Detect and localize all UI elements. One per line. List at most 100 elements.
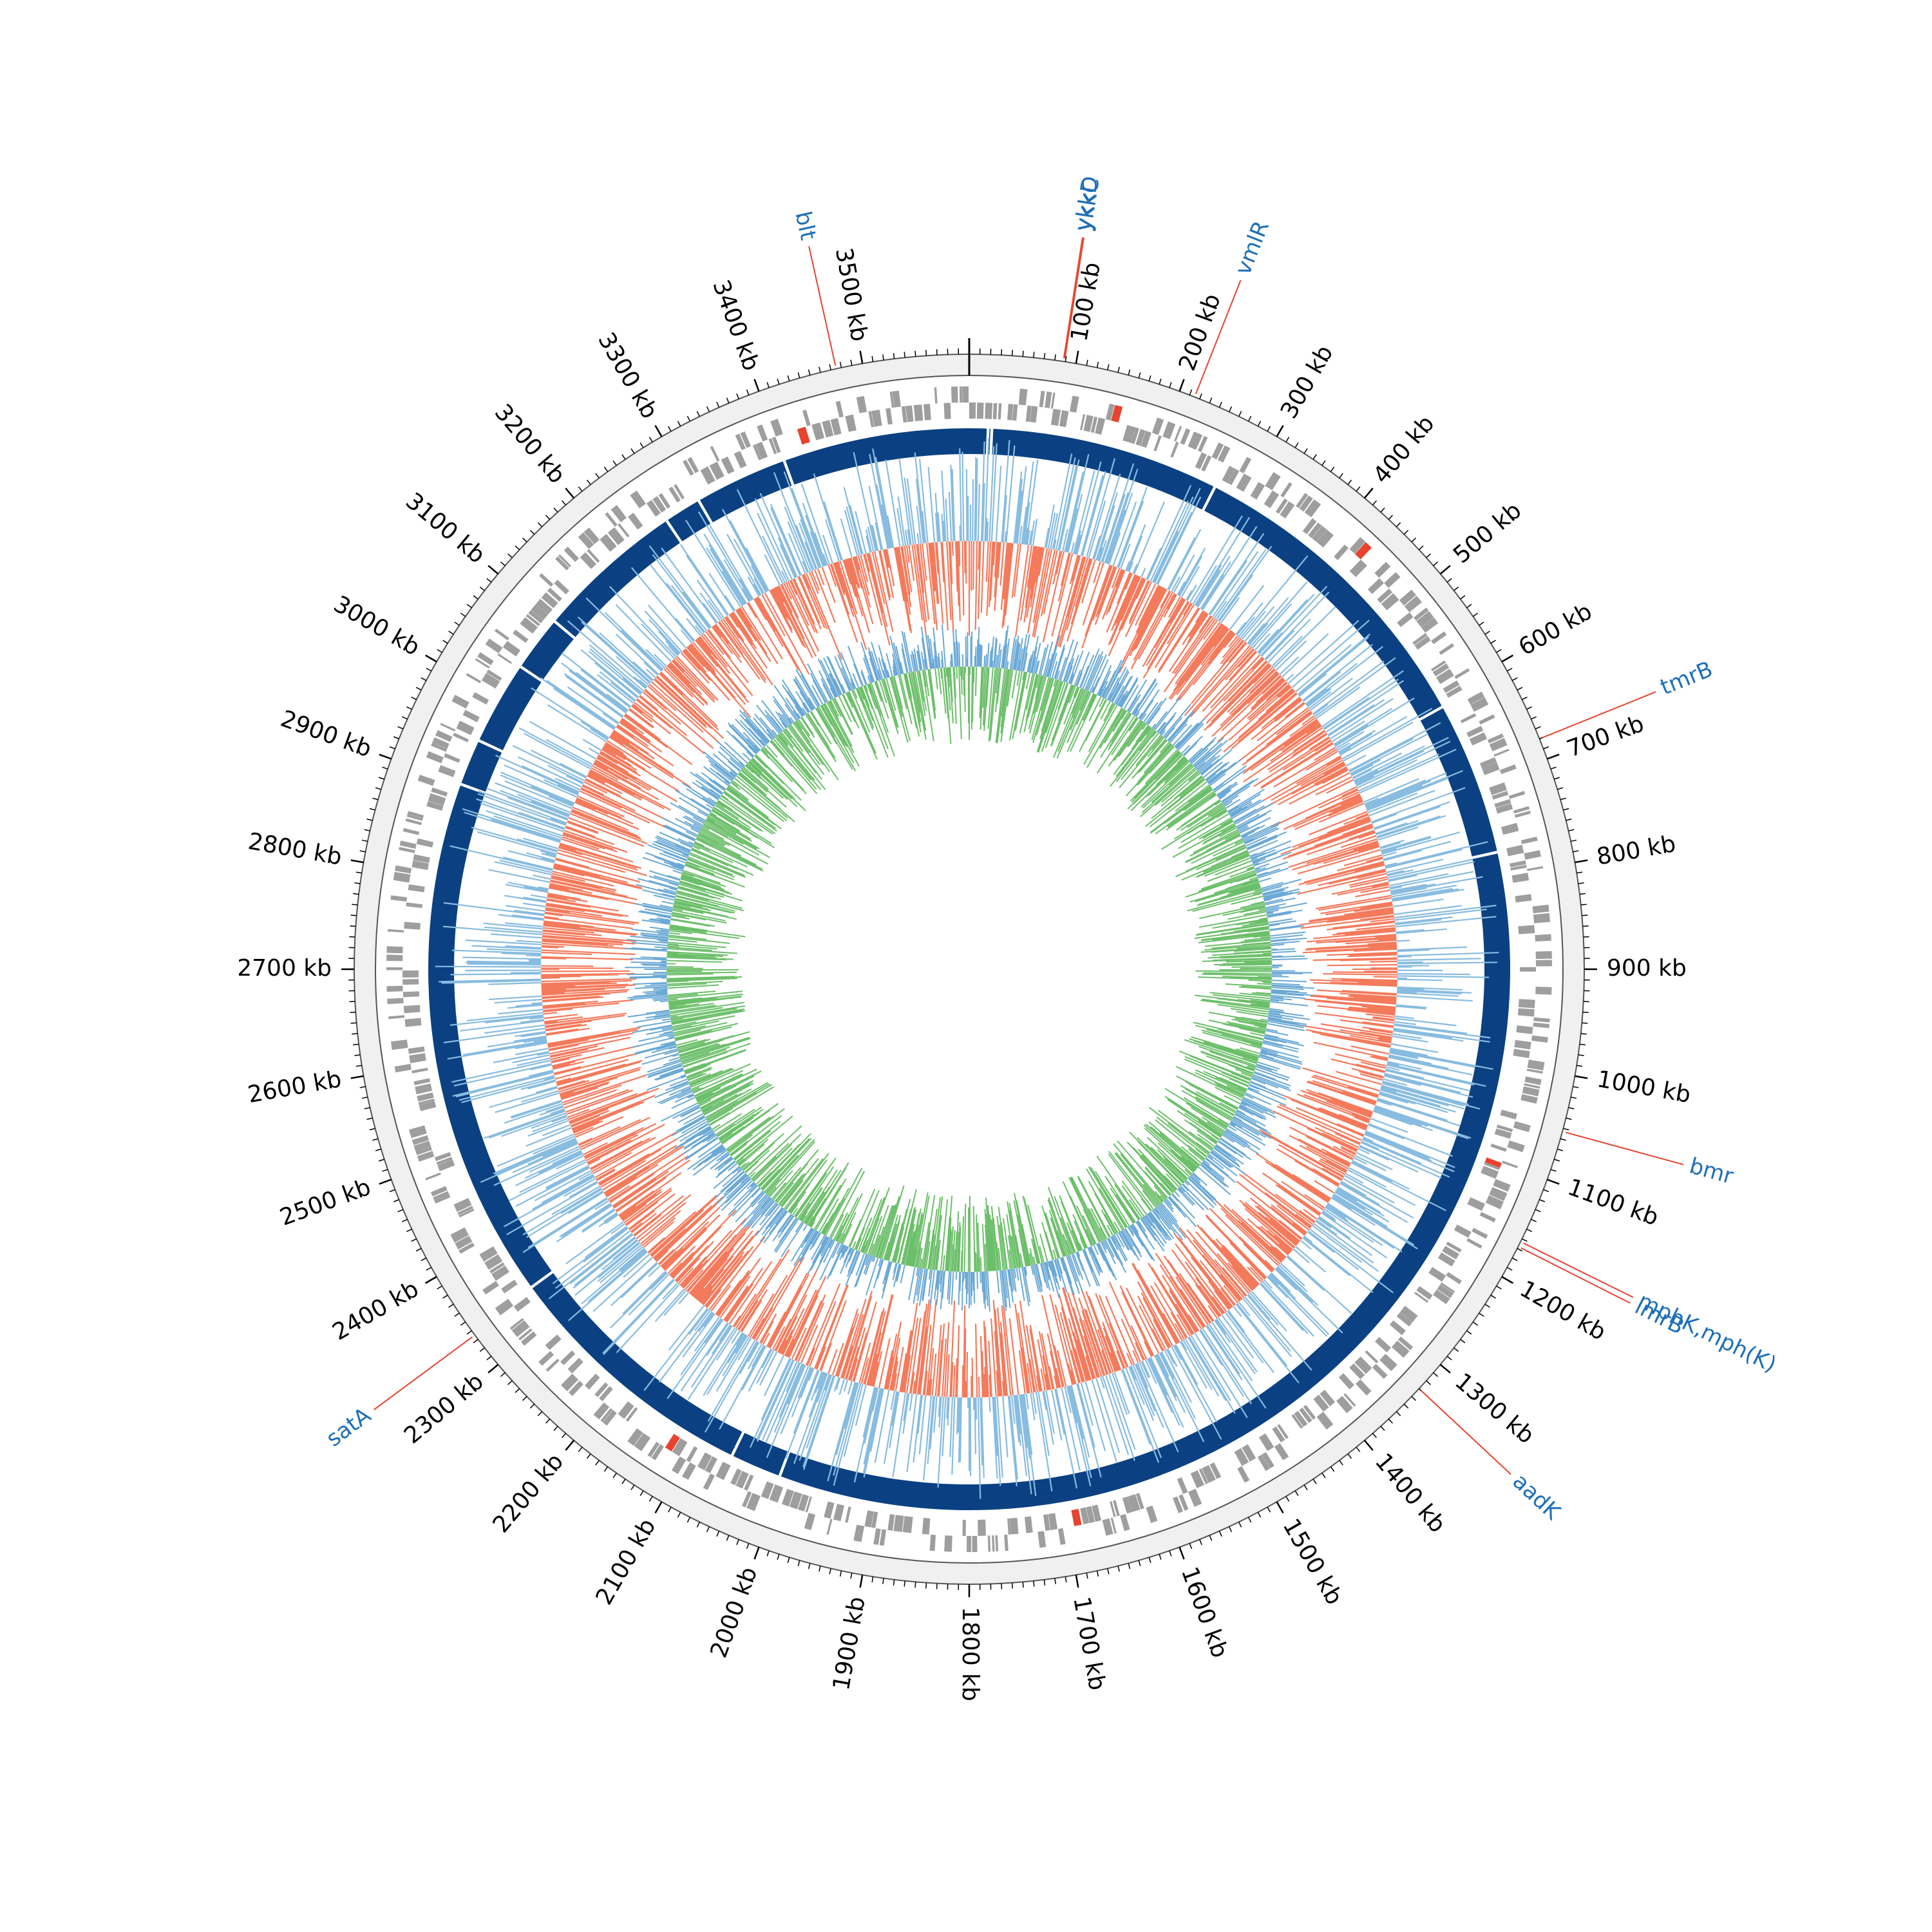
contig-segment	[989, 428, 990, 455]
minor-tick	[630, 448, 635, 454]
cds-feature	[402, 828, 420, 835]
minor-tick	[1247, 415, 1252, 422]
minor-tick	[473, 595, 478, 600]
minor-tick	[1568, 1107, 1575, 1110]
cds-feature	[1198, 1468, 1209, 1484]
cds-feature	[1195, 452, 1207, 469]
cds-feature	[580, 552, 597, 569]
contig-track	[428, 428, 1510, 1510]
cds-feature	[769, 1484, 784, 1503]
cds-feature	[804, 1512, 816, 1531]
cds-feature	[962, 386, 969, 403]
cds-feature	[752, 444, 762, 460]
cds-feature	[634, 1433, 651, 1452]
cds-feature	[1513, 1048, 1530, 1059]
minor-tick	[1517, 1247, 1523, 1252]
cds-feature	[1432, 663, 1450, 677]
cds-feature	[929, 1534, 936, 1551]
minor-tick	[1506, 667, 1513, 672]
minor-tick	[914, 350, 916, 357]
cds-feature	[1520, 837, 1538, 844]
cds-feature	[1437, 1252, 1455, 1267]
minor-tick	[1531, 1218, 1537, 1222]
cds-feature	[1535, 934, 1551, 942]
minor-tick	[389, 1189, 395, 1193]
cds-feature	[1492, 791, 1509, 800]
cds-feature	[628, 513, 643, 530]
cds-feature	[430, 1186, 448, 1197]
minor-tick	[1496, 649, 1502, 653]
cds-feature	[1446, 1241, 1462, 1253]
cds-feature	[853, 1524, 865, 1542]
cds-feature	[1495, 803, 1513, 814]
cds-feature	[1416, 1286, 1433, 1300]
minor-tick	[595, 1460, 600, 1466]
cds-feature	[934, 387, 938, 404]
minor-tick	[350, 1011, 356, 1013]
cds-feature	[1128, 1494, 1141, 1512]
cds-feature	[1234, 1448, 1249, 1466]
minor-tick	[372, 797, 379, 800]
minor-tick	[1454, 1347, 1459, 1352]
minor-tick	[460, 1321, 466, 1326]
cds-feature	[845, 1506, 851, 1523]
cds-feature	[746, 1493, 761, 1511]
cds-feature	[1079, 413, 1086, 431]
cds-feature	[1513, 1123, 1530, 1133]
cds-feature	[683, 459, 694, 476]
cds-feature	[893, 1515, 904, 1532]
minor-tick	[1107, 364, 1110, 370]
cds-feature	[484, 1254, 503, 1270]
cds-feature	[1257, 1454, 1270, 1472]
major-tick	[1501, 654, 1513, 663]
minor-tick	[1011, 350, 1013, 356]
cds-feature	[547, 587, 562, 602]
cds-feature	[826, 1519, 833, 1535]
cds-feature	[1237, 1466, 1250, 1483]
cds-feature	[434, 1151, 451, 1162]
cds-feature	[1522, 1086, 1540, 1097]
minor-tick	[1086, 1573, 1088, 1579]
cds-feature	[520, 617, 538, 634]
minor-tick	[479, 1347, 485, 1352]
minor-tick	[1573, 1086, 1579, 1088]
minor-tick	[1189, 1543, 1193, 1549]
major-tick	[753, 379, 760, 392]
tick-label: 3000 kb	[329, 591, 424, 661]
minor-tick	[479, 586, 485, 591]
minor-tick	[500, 1372, 506, 1378]
cds-feature	[1227, 468, 1240, 486]
gene-leader-line	[1421, 1390, 1511, 1475]
cds-feature	[491, 1265, 509, 1281]
minor-tick	[578, 486, 583, 492]
cds-feature	[845, 414, 857, 432]
minor-tick	[893, 1579, 895, 1586]
contig-segment	[781, 853, 1510, 1510]
minor-tick	[1570, 1096, 1577, 1099]
minor-tick	[500, 561, 506, 567]
cds-feature	[1250, 482, 1265, 500]
contig-segment	[969, 428, 987, 455]
cds-feature	[658, 493, 671, 509]
tick-label: 2400 kb	[328, 1276, 424, 1346]
cds-feature	[1502, 1160, 1518, 1169]
minor-tick	[925, 350, 927, 356]
minor-tick	[819, 366, 821, 373]
cds-feature	[625, 1407, 638, 1422]
cds-feature	[781, 1488, 794, 1507]
cds-feature	[1018, 388, 1028, 406]
minor-tick	[603, 466, 609, 472]
minor-tick	[426, 1267, 432, 1271]
cds-feature	[486, 669, 502, 681]
cds-feature	[1308, 522, 1322, 538]
minor-tick	[352, 904, 358, 905]
minor-tick	[1411, 537, 1416, 543]
cds-feature	[438, 764, 456, 777]
minor-tick	[364, 829, 370, 831]
cds-feature	[1239, 457, 1252, 473]
minor-tick	[1579, 893, 1586, 895]
minor-tick	[1403, 1403, 1409, 1409]
minor-tick	[1209, 397, 1213, 404]
cds-feature	[462, 710, 480, 723]
cds-feature	[1466, 1238, 1482, 1249]
